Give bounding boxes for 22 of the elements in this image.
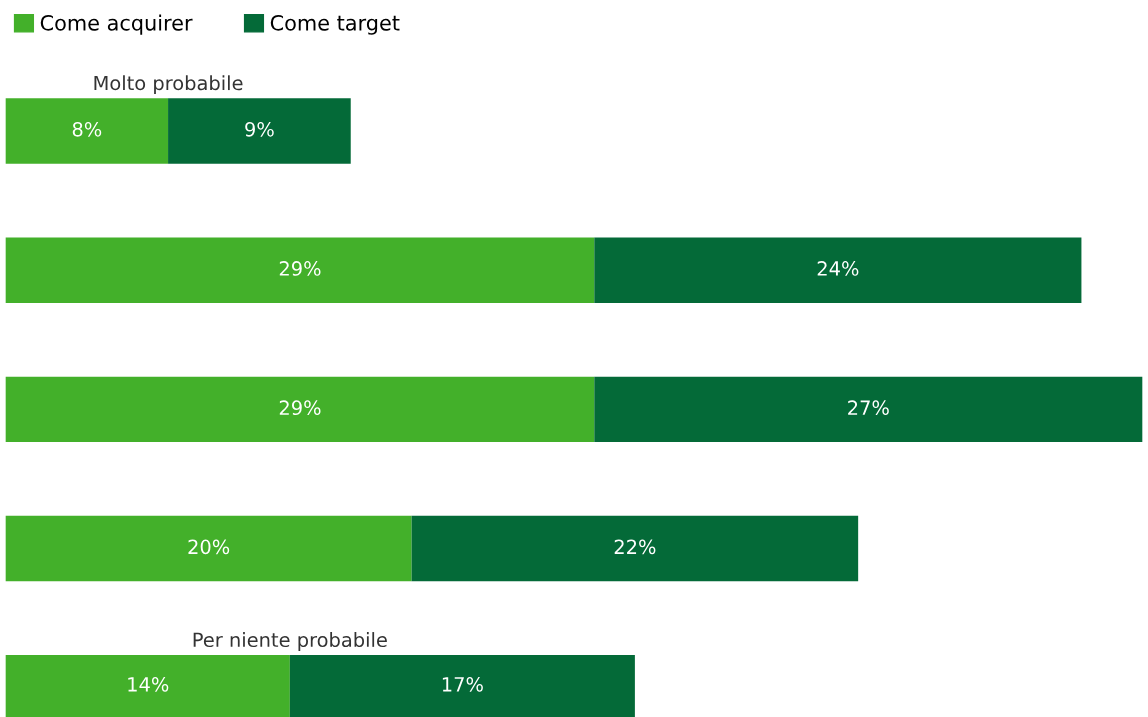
data-label: 27% bbox=[848, 400, 889, 416]
bar bbox=[411, 515, 859, 582]
y-tick-label: Molto probabile bbox=[94, 75, 243, 95]
bar bbox=[5, 515, 412, 582]
bar bbox=[168, 98, 351, 164]
y-tick-label: Per niente probabile bbox=[193, 632, 387, 651]
bar bbox=[5, 376, 595, 443]
bar bbox=[594, 376, 1143, 443]
data-label: 29% bbox=[279, 400, 321, 416]
bar bbox=[594, 237, 1082, 303]
data-label: 22% bbox=[614, 539, 656, 555]
data-label: 20% bbox=[188, 539, 230, 555]
data-label: 9% bbox=[245, 121, 274, 137]
bar bbox=[5, 98, 169, 164]
data-label: 17% bbox=[442, 676, 483, 692]
data-label: 29% bbox=[279, 261, 321, 276]
data-label: 8% bbox=[72, 121, 102, 137]
legend-label: Come acquirer bbox=[40, 14, 193, 35]
data-label: 14% bbox=[128, 676, 169, 692]
data-label: 24% bbox=[817, 261, 859, 276]
legend-label: Come target bbox=[270, 14, 400, 35]
bar bbox=[5, 237, 595, 303]
